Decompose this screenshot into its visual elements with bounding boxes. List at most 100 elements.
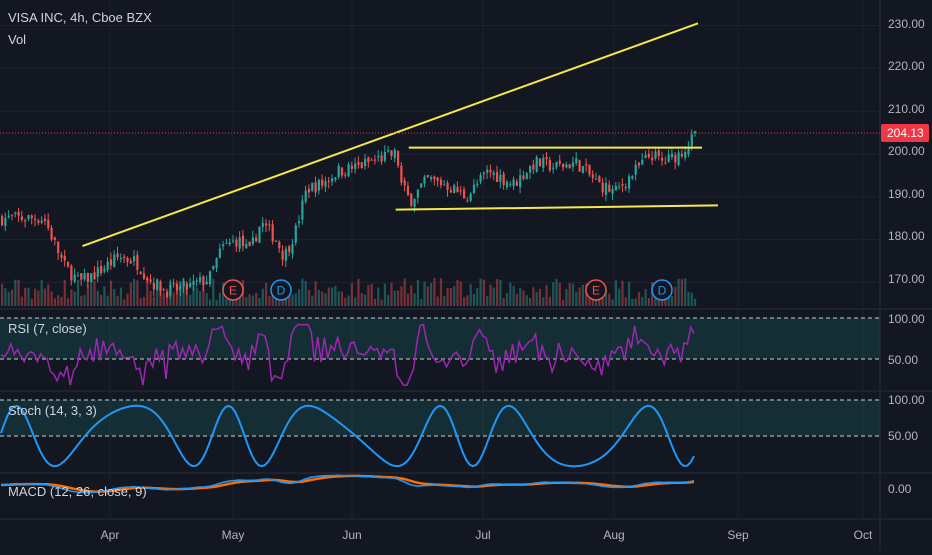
candle-body	[103, 268, 106, 272]
trendline	[82, 22, 699, 248]
candle-body	[344, 174, 347, 176]
candle-body	[192, 280, 195, 286]
candle-body	[139, 271, 142, 274]
candle-body	[621, 184, 624, 186]
volume-bar	[291, 294, 294, 306]
time-tick: Jul	[475, 528, 490, 542]
candle-body	[476, 183, 479, 186]
volume-bar	[142, 297, 146, 306]
candle-body	[34, 218, 37, 221]
candle-body	[251, 237, 254, 245]
candle-body	[179, 286, 182, 290]
candle-body	[142, 273, 146, 279]
stoch-pane[interactable]	[0, 399, 880, 468]
volume-bar	[340, 291, 344, 306]
volume-bar	[195, 287, 198, 306]
candle-body	[406, 186, 410, 196]
candle-body	[601, 182, 604, 193]
volume-bar	[156, 286, 159, 306]
volume-bar	[571, 283, 575, 306]
volume-bar	[327, 287, 330, 306]
volume-bar	[631, 298, 634, 306]
rsi-legend[interactable]: RSI (7, close)	[8, 321, 87, 336]
candle-body	[552, 167, 555, 169]
rsi-pane[interactable]	[0, 317, 880, 386]
macd-legend[interactable]: MACD (12, 26, close, 9)	[8, 484, 147, 499]
candle-body	[321, 179, 324, 186]
volume-bar	[334, 286, 337, 306]
candle-body	[301, 200, 304, 220]
volume-bar	[565, 289, 568, 306]
candle-body	[294, 225, 297, 243]
candle-body	[472, 184, 476, 193]
volume-bar	[251, 295, 254, 306]
volume-legend[interactable]: Vol	[8, 32, 26, 47]
volume-bar	[420, 299, 423, 306]
stoch-legend[interactable]: Stoch (14, 3, 3)	[8, 403, 97, 418]
candle-body	[512, 179, 515, 187]
volume-bar	[568, 283, 571, 306]
time-axis[interactable]: Apr May Jun Jul Aug Sep Oct	[101, 528, 873, 542]
macd-pane[interactable]	[0, 474, 695, 494]
candle-body	[169, 284, 172, 296]
volume-bar	[644, 288, 647, 306]
volume-bar	[456, 279, 459, 306]
candle-body	[83, 273, 86, 280]
volume-bar	[4, 288, 7, 306]
volume-bar	[377, 287, 380, 306]
volume-bar	[538, 288, 542, 306]
candle-body	[136, 254, 139, 270]
candle-body	[274, 240, 278, 242]
volume-bar	[413, 293, 416, 306]
candles[interactable]	[1, 129, 697, 299]
volume-bar	[604, 290, 608, 306]
candle-body	[439, 179, 443, 186]
volume-bar	[70, 289, 73, 306]
volume-bar	[641, 297, 644, 306]
last-price-label: 204.13	[887, 126, 924, 140]
volume-bar	[558, 283, 561, 306]
candle-body	[337, 165, 340, 177]
candle-body	[466, 200, 469, 202]
volume-bar	[103, 286, 106, 306]
volume-bar	[50, 291, 53, 306]
volume-bar	[426, 286, 429, 306]
candle-body	[410, 193, 413, 206]
candle-body	[208, 271, 212, 285]
volume-bar	[109, 280, 113, 306]
candle-body	[591, 174, 594, 179]
candle-body	[562, 163, 565, 168]
candle-body	[76, 275, 80, 277]
candle-body	[185, 283, 188, 290]
candle-body	[109, 259, 113, 266]
candle-body	[218, 248, 221, 258]
candle-body	[373, 159, 377, 161]
candle-body	[545, 156, 548, 160]
trendlines[interactable]	[82, 22, 719, 248]
volume-bar	[687, 291, 690, 306]
candle-body	[538, 158, 542, 166]
dividend-marker-letter: D	[658, 284, 667, 298]
candle-body	[522, 175, 525, 179]
symbol-legend[interactable]: VISA INC, 4h, Cboe BZX	[8, 10, 152, 25]
grid-layer	[0, 0, 880, 519]
volume-bar	[100, 294, 103, 306]
volume-bar	[555, 278, 558, 306]
candle-body	[298, 221, 301, 224]
price-tick: 220.00	[888, 59, 925, 73]
volume-bar	[24, 287, 27, 306]
candle-body	[380, 155, 383, 162]
price-axis[interactable]: 230.00 220.00 210.00 200.00 190.00 180.0…	[881, 17, 929, 496]
candle-body	[311, 182, 314, 191]
candle-body	[222, 244, 225, 247]
volume-bar	[598, 295, 601, 306]
earnings-marker-letter: E	[592, 284, 600, 298]
volume-bar	[248, 294, 251, 306]
volume-bar	[199, 291, 202, 306]
stoch-line	[0, 404, 695, 468]
candle-body	[644, 154, 647, 158]
volume-bar	[139, 298, 142, 306]
volume-bar	[215, 299, 218, 306]
